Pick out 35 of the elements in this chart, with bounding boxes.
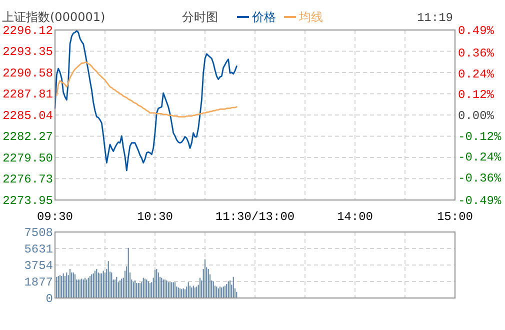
x-tick-label: 11:30/13:00 xyxy=(215,210,295,224)
y2-tick-label: -0.12% xyxy=(458,130,502,144)
y-tick-label: 2276.73 xyxy=(2,172,53,187)
x-tick-label: 09:30 xyxy=(36,210,74,224)
y-tick-label: 2273.95 xyxy=(2,194,53,208)
y-tick-label: 0 xyxy=(46,292,53,306)
y2-tick-label: -0.49% xyxy=(458,194,502,208)
x-tick-label: 10:30 xyxy=(136,210,174,224)
chart-title: 上证指数(000001) xyxy=(2,10,106,24)
y-tick-label: 5631 xyxy=(24,242,53,256)
y2-tick-label: 0.12% xyxy=(458,88,495,102)
y2-tick-label: 0.36% xyxy=(458,46,495,61)
y-tick-label: 3754 xyxy=(24,259,53,273)
y2-tick-label: 0.24% xyxy=(458,67,495,82)
y2-tick-label: -0.36% xyxy=(458,171,502,186)
chart-subtitle: 分时图 xyxy=(182,10,218,24)
line-series xyxy=(54,30,238,172)
text: 11:19 xyxy=(416,11,453,25)
y-tick-label: 2285.04 xyxy=(2,108,53,123)
x-tick-label: 15:00 xyxy=(436,210,474,224)
y-tick-label: 2293.35 xyxy=(2,45,53,60)
y-tick-label: 2282.27 xyxy=(2,130,53,144)
y-tick-label: 2296.12 xyxy=(2,24,53,38)
legend-label: 均线 xyxy=(298,10,323,24)
y-tick-label: 2279.50 xyxy=(2,151,53,166)
x-tick-label: 14:00 xyxy=(336,210,374,224)
y-tick-label: 2290.58 xyxy=(2,66,53,80)
y-tick-label: 1877 xyxy=(24,276,53,290)
y2-tick-label: -0.24% xyxy=(458,150,502,165)
y2-tick-label: 0.00% xyxy=(458,109,495,123)
legend-label: 价格 xyxy=(251,10,276,24)
y-tick-label: 2287.81 xyxy=(2,88,53,102)
y2-tick-label: 0.49% xyxy=(458,24,495,38)
y-tick-label: 7508 xyxy=(24,226,53,240)
line-series xyxy=(56,62,238,118)
